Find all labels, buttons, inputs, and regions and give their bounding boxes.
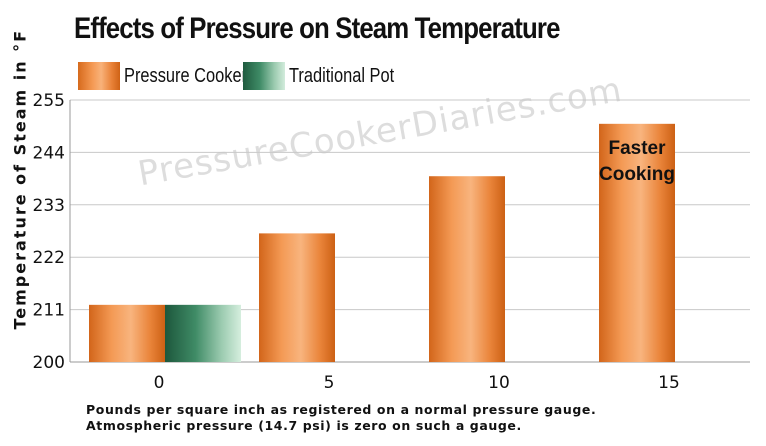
legend-label-pressure-cooker: Pressure Cooker xyxy=(124,64,248,87)
bar-pressure-cooker xyxy=(599,123,675,363)
x-tick-label: 5 xyxy=(324,373,335,393)
bar-pressure-cooker xyxy=(89,304,165,362)
legend-item-pressure-cooker: Pressure Cooker xyxy=(78,62,274,90)
annotation-faster-cooking: Faster xyxy=(608,138,666,159)
y-tick-label: 222 xyxy=(33,248,65,268)
y-tick-label: 233 xyxy=(33,196,65,216)
x-tick-label: 10 xyxy=(488,373,510,393)
legend-label-traditional-pot: Traditional Pot xyxy=(289,64,395,87)
y-tick-label: 211 xyxy=(33,301,65,321)
legend-swatch-pressure-cooker xyxy=(78,62,120,90)
chart-title: Effects of Pressure on Steam Temperature xyxy=(74,12,560,45)
y-tick-label: 200 xyxy=(33,353,65,373)
annotation-faster-cooking: Cooking xyxy=(599,164,675,185)
bar-pressure-cooker xyxy=(429,176,505,362)
bar-traditional-pot xyxy=(165,304,241,362)
y-tick-label: 244 xyxy=(33,143,65,163)
legend-swatch-traditional-pot xyxy=(243,62,285,90)
legend-item-traditional-pot: Traditional Pot xyxy=(243,62,417,90)
x-tick-label: 0 xyxy=(154,373,165,393)
x-axis-note: Pounds per square inch as registered on … xyxy=(86,402,596,434)
x-axis-note-line-2: Atmospheric pressure (14.7 psi) is zero … xyxy=(86,418,522,433)
x-axis-note-line-1: Pounds per square inch as registered on … xyxy=(86,402,597,417)
x-tick-label: 15 xyxy=(658,373,680,393)
bar-pressure-cooker xyxy=(259,233,335,362)
y-tick-label: 255 xyxy=(33,91,65,111)
